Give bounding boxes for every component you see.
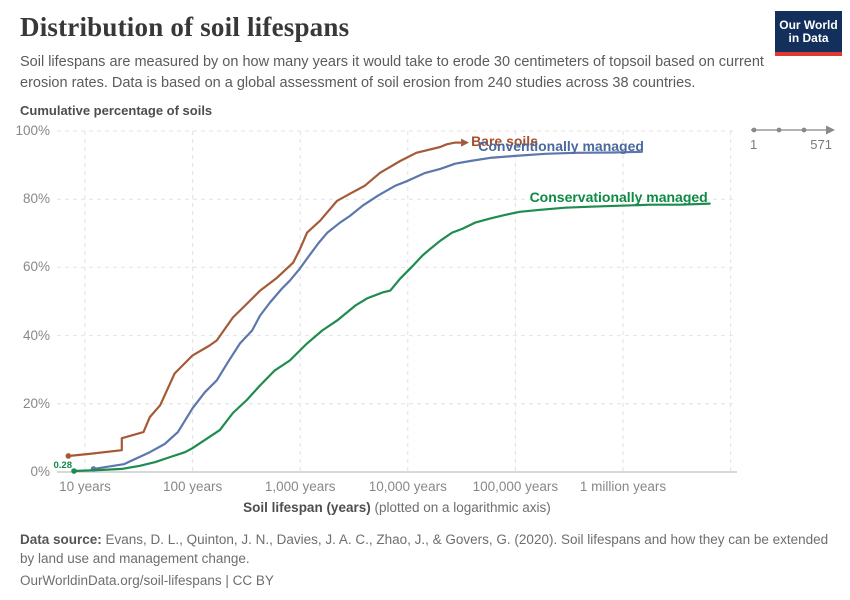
chart-footer: Data source: Evans, D. L., Quinton, J. N… (20, 531, 830, 591)
x-axis-title-bold: Soil lifespan (years) (243, 500, 371, 515)
y-axis-title: Cumulative percentage of soils (20, 103, 213, 118)
license-link[interactable]: OurWorldinData.org/soil-lifespans | CC B… (20, 573, 274, 588)
range-start-label: 1 (750, 137, 758, 152)
x-tick-1000000: 1 million years (579, 479, 667, 494)
y-tick-80%: 80% (22, 191, 50, 207)
series-start-dot-2 (71, 468, 77, 474)
x-axis-title-note: (plotted on a logarithmic axis) (370, 500, 551, 515)
owid-logo-line2: in Data (788, 30, 829, 45)
page-title: Distribution of soil lifespans (20, 12, 350, 42)
y-tick-40%: 40% (22, 327, 50, 343)
x-tick-10: 10 years (59, 479, 111, 494)
y-tick-0%: 0% (30, 464, 50, 479)
series-label-2[interactable]: Conservationally managed (529, 188, 708, 205)
x-tick-10000: 10,000 years (368, 479, 447, 494)
series-start-value-label: 0.28 (53, 460, 72, 472)
owid-logo[interactable]: Our World in Data (775, 11, 842, 56)
series-label-0[interactable]: Bare soils (471, 132, 538, 149)
chart-subtitle: Soil lifespans are measured by on how ma… (20, 54, 764, 91)
y-tick-20%: 20% (22, 395, 50, 411)
series-arrow-icon-0 (461, 138, 470, 147)
y-tick-100%: 100% (15, 123, 50, 138)
range-indicator[interactable]: 1 571 (748, 124, 838, 156)
x-tick-1000: 1,000 years (264, 479, 336, 494)
range-dot-mid2 (801, 127, 807, 133)
data-source-text: Evans, D. L., Quinton, J. N., Davies, J.… (20, 532, 829, 566)
range-dot-start (751, 127, 757, 133)
y-tick-60%: 60% (22, 259, 50, 275)
data-source-line: Data source: Evans, D. L., Quinton, J. N… (20, 531, 830, 568)
series-line-0[interactable] (67, 141, 457, 458)
range-indicator-axis[interactable] (748, 124, 838, 136)
x-tick-100: 100 years (162, 479, 223, 494)
range-dot-mid1 (776, 127, 782, 133)
owid-logo-line1: Our World (779, 17, 838, 32)
series-label-1[interactable]: Conventionally managed (478, 137, 644, 154)
series-line-1[interactable] (92, 150, 644, 470)
data-source-label: Data source: (20, 532, 102, 547)
x-tick-100000: 100,000 years (472, 479, 559, 494)
x-axis-title: Soil lifespan (years) (plotted on a loga… (57, 500, 737, 515)
series-line-2[interactable] (72, 202, 711, 473)
plot-area (57, 130, 737, 474)
range-arrow-icon (826, 125, 835, 135)
range-end-label: 571 (810, 137, 832, 152)
series-start-dot-0 (65, 453, 72, 459)
